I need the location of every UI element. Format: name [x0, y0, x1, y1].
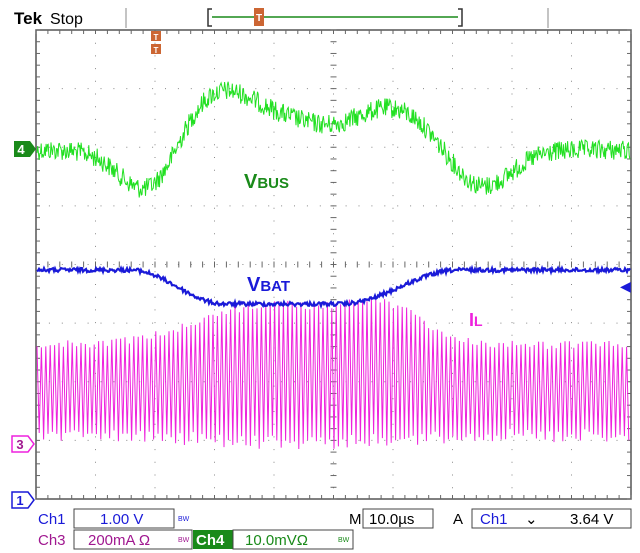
svg-text:1: 1	[16, 493, 23, 508]
trigger-readout[interactable]: A Ch1 ⌄ 3.64 V	[453, 508, 632, 529]
svg-text:Ch4: Ch4	[196, 532, 225, 549]
readout-panel: Ch1 1.00 V BW M 10.0µs A Ch1 ⌄ 3.64 V Ch…	[38, 508, 632, 550]
vbat-trace	[36, 264, 631, 310]
ch3-readout[interactable]: Ch3 200mA Ω BW	[38, 529, 193, 550]
svg-text:3: 3	[16, 437, 23, 452]
waveforms	[36, 81, 631, 450]
ch4-ground-marker[interactable]: 4	[14, 141, 36, 157]
brand-logo: Tek	[14, 9, 43, 28]
svg-text:1.00 V: 1.00 V	[100, 511, 143, 528]
svg-text:T: T	[256, 13, 262, 24]
vbat-label: VBAT	[247, 274, 290, 296]
trigger-level-marker[interactable]: ◀	[620, 278, 631, 294]
svg-text:T: T	[154, 46, 159, 55]
ch1-ground-marker[interactable]: 1	[11, 491, 35, 509]
il-label: IL	[469, 310, 483, 330]
svg-text:10.0mVΩ: 10.0mVΩ	[245, 532, 308, 549]
svg-text:BW: BW	[338, 537, 350, 544]
trigger-position-marker[interactable]: T	[254, 8, 264, 26]
svg-text:⌄: ⌄	[525, 511, 538, 528]
svg-text:M: M	[349, 511, 362, 528]
header-bar: Tek Stop T	[14, 8, 549, 28]
svg-text:T: T	[154, 33, 159, 42]
svg-text:BW: BW	[178, 537, 190, 544]
svg-text:200mA Ω: 200mA Ω	[88, 532, 150, 549]
svg-text:BW: BW	[178, 516, 190, 523]
svg-text:Ch3: Ch3	[38, 532, 66, 549]
ch1-readout[interactable]: Ch1 1.00 V BW	[38, 508, 190, 529]
trigger-delay-marker: T T	[151, 31, 161, 55]
ch4-readout[interactable]: Ch4 10.0mVΩ BW	[193, 529, 354, 550]
svg-text:A: A	[453, 511, 463, 528]
svg-text:Ch1: Ch1	[480, 511, 508, 528]
vbus-trace	[36, 81, 631, 198]
svg-text:4: 4	[17, 142, 25, 157]
run-state: Stop	[50, 11, 83, 28]
il-trace	[36, 297, 630, 450]
svg-text:Ch1: Ch1	[38, 511, 66, 528]
record-position-bracket[interactable]	[207, 8, 463, 27]
ch3-ground-marker[interactable]: 3	[11, 435, 35, 453]
timebase-readout[interactable]: M 10.0µs	[349, 508, 434, 529]
svg-text:10.0µs: 10.0µs	[369, 511, 414, 528]
vbus-label: VBUS	[244, 171, 289, 193]
svg-text:3.64 V: 3.64 V	[570, 511, 613, 528]
